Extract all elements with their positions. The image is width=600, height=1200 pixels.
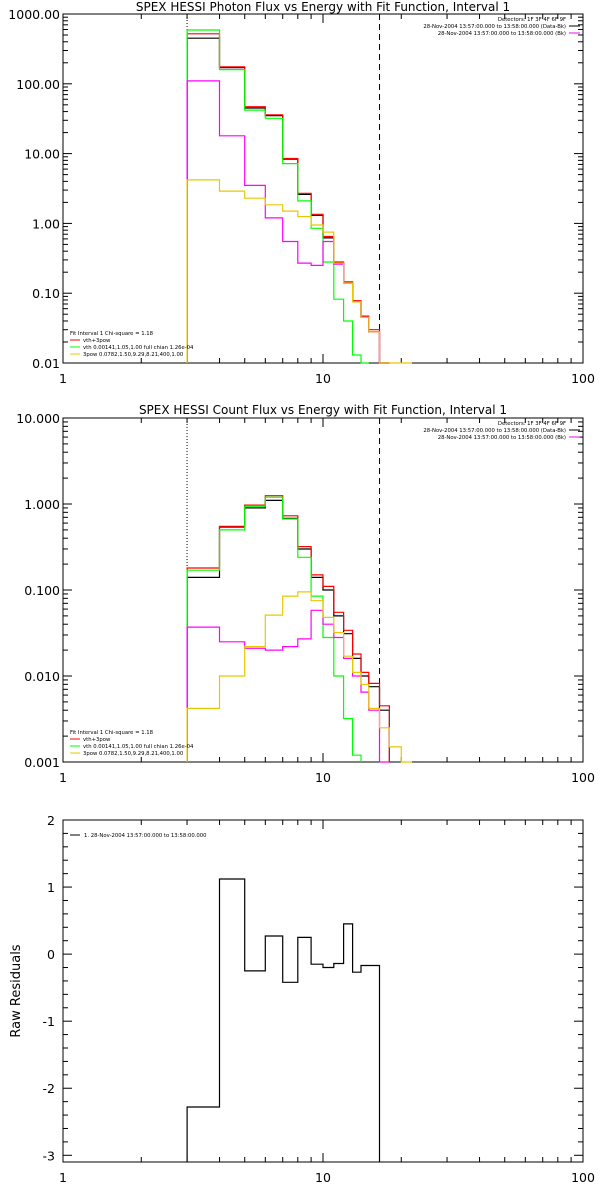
fit-info-line: Fit Interval 1 Chi-square = 1.18 (70, 730, 154, 736)
y-tick-label: 1.00 (32, 216, 60, 231)
fit-legend-label: 3pow 0.0782,1.50,9.29,8.21,400,1.00 (83, 352, 184, 358)
y-tick-label: 100.00 (16, 77, 60, 92)
y-tick-label: 1000.00 (8, 7, 60, 22)
y-tick-label: 10.00 (24, 147, 60, 162)
series-step-line-3 (186, 496, 362, 762)
y-tick-label: 0.100 (24, 583, 60, 598)
y-tick-label: 0 (47, 947, 55, 962)
series-step-line-5 (186, 591, 412, 763)
legend-label: 1. 28-Nov-2004 13:57:00.000 to 13:58:00.… (84, 833, 207, 839)
x-tick-label: 100 (571, 1170, 595, 1185)
fit-legend-label: vth 0.00141,1.05,1.00 full chian 1.26e-0… (83, 744, 194, 750)
fit-legend-label: vth+3pow (83, 737, 111, 743)
plot-title: SPEX HESSI Photon Flux vs Energy with Fi… (136, 0, 510, 14)
y-axis-label: Raw Residuals (9, 944, 24, 1037)
fit-legend-label: 3pow 0.0782,1.50,9.29,8.21,400,1.00 (83, 751, 184, 757)
y-tick-label: 0.001 (24, 755, 60, 770)
series-step-line-5 (186, 179, 412, 364)
series-step-line-1 (186, 878, 381, 1162)
plot-title: SPEX HESSI Count Flux vs Energy with Fit… (139, 403, 507, 417)
header-annotation-line: 28-Nov-2004 13:57:00.000 to 13:58:00.000… (423, 428, 566, 434)
x-tick-label: 10 (315, 371, 331, 386)
header-annotation-line: 28-Nov-2004 13:57:00.000 to 13:58:00.000… (423, 24, 566, 30)
y-tick-label: 1 (47, 880, 55, 895)
x-tick-label: 1 (59, 371, 67, 386)
plot-panel-1: SPEX HESSI Photon Flux vs Energy with Fi… (8, 0, 595, 386)
x-tick-label: 10 (315, 770, 331, 785)
y-tick-label: -1 (43, 1014, 55, 1029)
y-tick-label: -2 (43, 1081, 55, 1096)
y-tick-label: 0.010 (24, 669, 60, 684)
x-tick-label: 1 (59, 1170, 67, 1185)
y-tick-label: 0.01 (32, 356, 60, 371)
x-tick-label: 100 (571, 371, 595, 386)
header-annotation-line: Detectors: 1F 3F 4F 6F 9F (498, 17, 566, 23)
fit-legend-label: vth+3pow (83, 338, 111, 344)
header-annotation-line: 28-Nov-2004 13:57:00.000 to 13:58:00.000… (438, 435, 566, 441)
series-step-line-3 (186, 29, 369, 364)
fit-legend-label: vth 0.00141,1.05,1.00 full chian 1.26e-0… (83, 345, 194, 351)
header-annotation-line: Detectors: 1F 3F 4F 6F 9F (498, 421, 566, 427)
x-tick-label: 100 (571, 770, 595, 785)
plot-panel-2: SPEX HESSI Count Flux vs Energy with Fit… (16, 403, 595, 785)
x-tick-label: 10 (315, 1170, 331, 1185)
y-tick-label: 0.10 (32, 286, 60, 301)
y-tick-label: 2 (47, 813, 55, 828)
y-tick-label: 10.000 (16, 411, 60, 426)
y-tick-label: 1.000 (24, 497, 60, 512)
header-annotation-line: 28-Nov-2004 13:57:00.000 to 13:58:00.000… (438, 31, 566, 37)
x-tick-label: 1 (59, 770, 67, 785)
fit-info-line: Fit Interval 1 Chi-square = 1.18 (70, 331, 154, 337)
y-tick-label: -3 (43, 1148, 55, 1163)
